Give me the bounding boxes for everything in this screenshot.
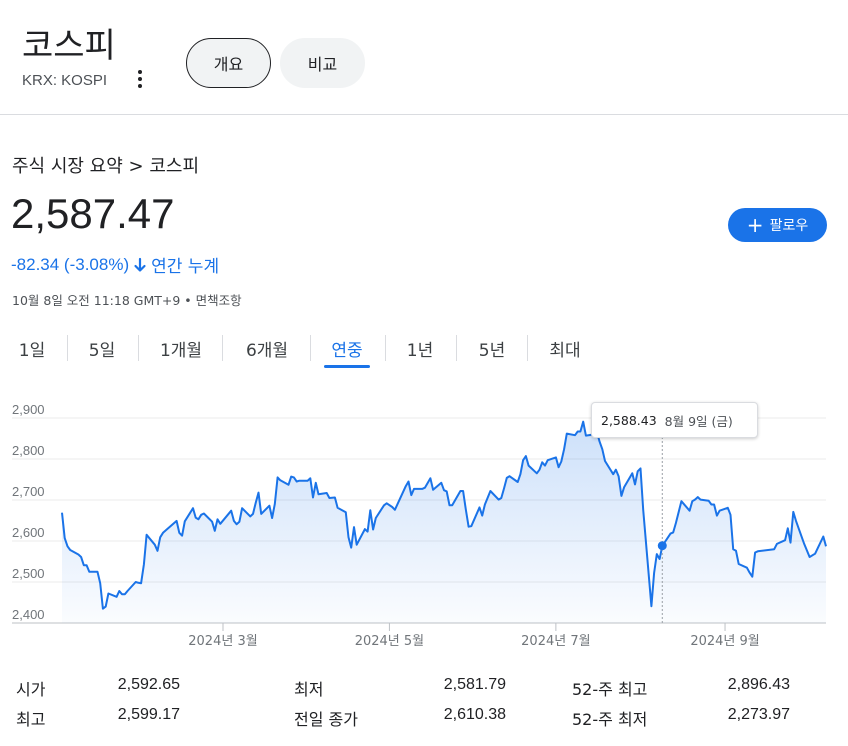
y-tick-label: 2,900 [12,402,45,417]
y-tick-label: 2,700 [12,484,45,499]
stat-value-prev-close: 2,610.38 [443,706,506,723]
page-title: 코스피 [22,26,116,66]
stat-label-52w-high: 52-주 최고 [572,680,648,699]
range-divider [527,335,528,361]
range-ytd[interactable]: 연중 [324,330,370,368]
range-divider [385,335,386,361]
range-5d[interactable]: 5일 [88,340,116,361]
range-divider [67,335,68,361]
stat-label-prev-close: 전일 종가 [294,710,358,729]
stat-value-52w-high: 2,896.43 [727,676,790,693]
arrow-down-icon [134,257,146,272]
chart-tooltip: 2,588.43 8월 9일 (금) [591,402,758,438]
y-tick-label: 2,800 [12,443,45,458]
stat-value-low: 2,581.79 [443,676,506,693]
stat-value-open: 2,592.65 [117,676,180,693]
stats-row: 최고 2,599.17 전일 종가 2,610.38 52-주 최저 2,273… [0,706,848,736]
range-max[interactable]: 최대 [549,340,581,361]
breadcrumb[interactable]: 주식 시장 요약 > 코스피 [12,156,200,177]
tab-overview[interactable]: 개요 [186,38,271,88]
timestamp-disclaimer: 10월 8일 오전 11:18 GMT+9 • 면책조항 [12,293,242,308]
range-6m[interactable]: 6개월 [245,340,289,361]
range-divider [310,335,311,361]
range-5y[interactable]: 5년 [478,340,506,361]
range-divider [456,335,457,361]
x-tick-label: 2024년 3월 [188,634,257,649]
range-selector: 1일 5일 1개월 6개월 연중 1년 5년 최대 [0,330,848,370]
more-vert-icon[interactable] [132,68,148,90]
stat-value-52w-low: 2,273.97 [727,706,790,723]
y-tick-label: 2,600 [12,525,45,540]
y-tick-label: 2,400 [12,607,45,622]
stat-label-low: 최저 [294,680,324,699]
current-price: 2,587.47 [11,190,175,237]
stat-label-high: 최고 [16,710,46,729]
range-1d[interactable]: 1일 [18,340,46,361]
y-tick-label: 2,500 [12,566,45,581]
hover-point [657,541,667,551]
range-1y[interactable]: 1년 [406,340,434,361]
stat-label-52w-low: 52-주 최저 [572,710,648,729]
stat-label-open: 시가 [16,680,46,699]
price-change: -82.34 (-3.08%) 연간 누계 [11,252,220,278]
stat-value-high: 2,599.17 [117,706,180,723]
tooltip-value: 2,588.43 [601,412,657,428]
follow-button[interactable]: + 팔로우 [728,208,827,242]
price-chart[interactable]: 2,900 2,800 2,700 2,600 2,500 2,400 2024년 3월 2… [0,385,848,660]
follow-label: 팔로우 [769,218,809,234]
price-change-value: -82.34 (-3.08%) [11,254,130,274]
ticker-symbol: KRX: KOSPI [22,72,108,89]
range-1m[interactable]: 1개월 [159,340,203,361]
x-tick-label: 2024년 7월 [521,634,590,649]
tab-compare[interactable]: 비교 [280,38,365,88]
price-change-period: 연간 누계 [151,257,220,277]
stats-row: 시가 2,592.65 최저 2,581.79 52-주 최고 2,896.43 [0,676,848,706]
range-divider [138,335,139,361]
chart-line [61,420,827,610]
x-tick-label: 2024년 9월 [690,634,759,649]
chart-area [62,421,826,623]
header: 코스피 KRX: KOSPI 개요 비교 [0,0,848,115]
range-divider [222,335,223,361]
x-tick-label: 2024년 5월 [355,634,424,649]
plus-icon: + [746,213,764,237]
tooltip-date: 8월 9일 (금) [664,413,733,429]
